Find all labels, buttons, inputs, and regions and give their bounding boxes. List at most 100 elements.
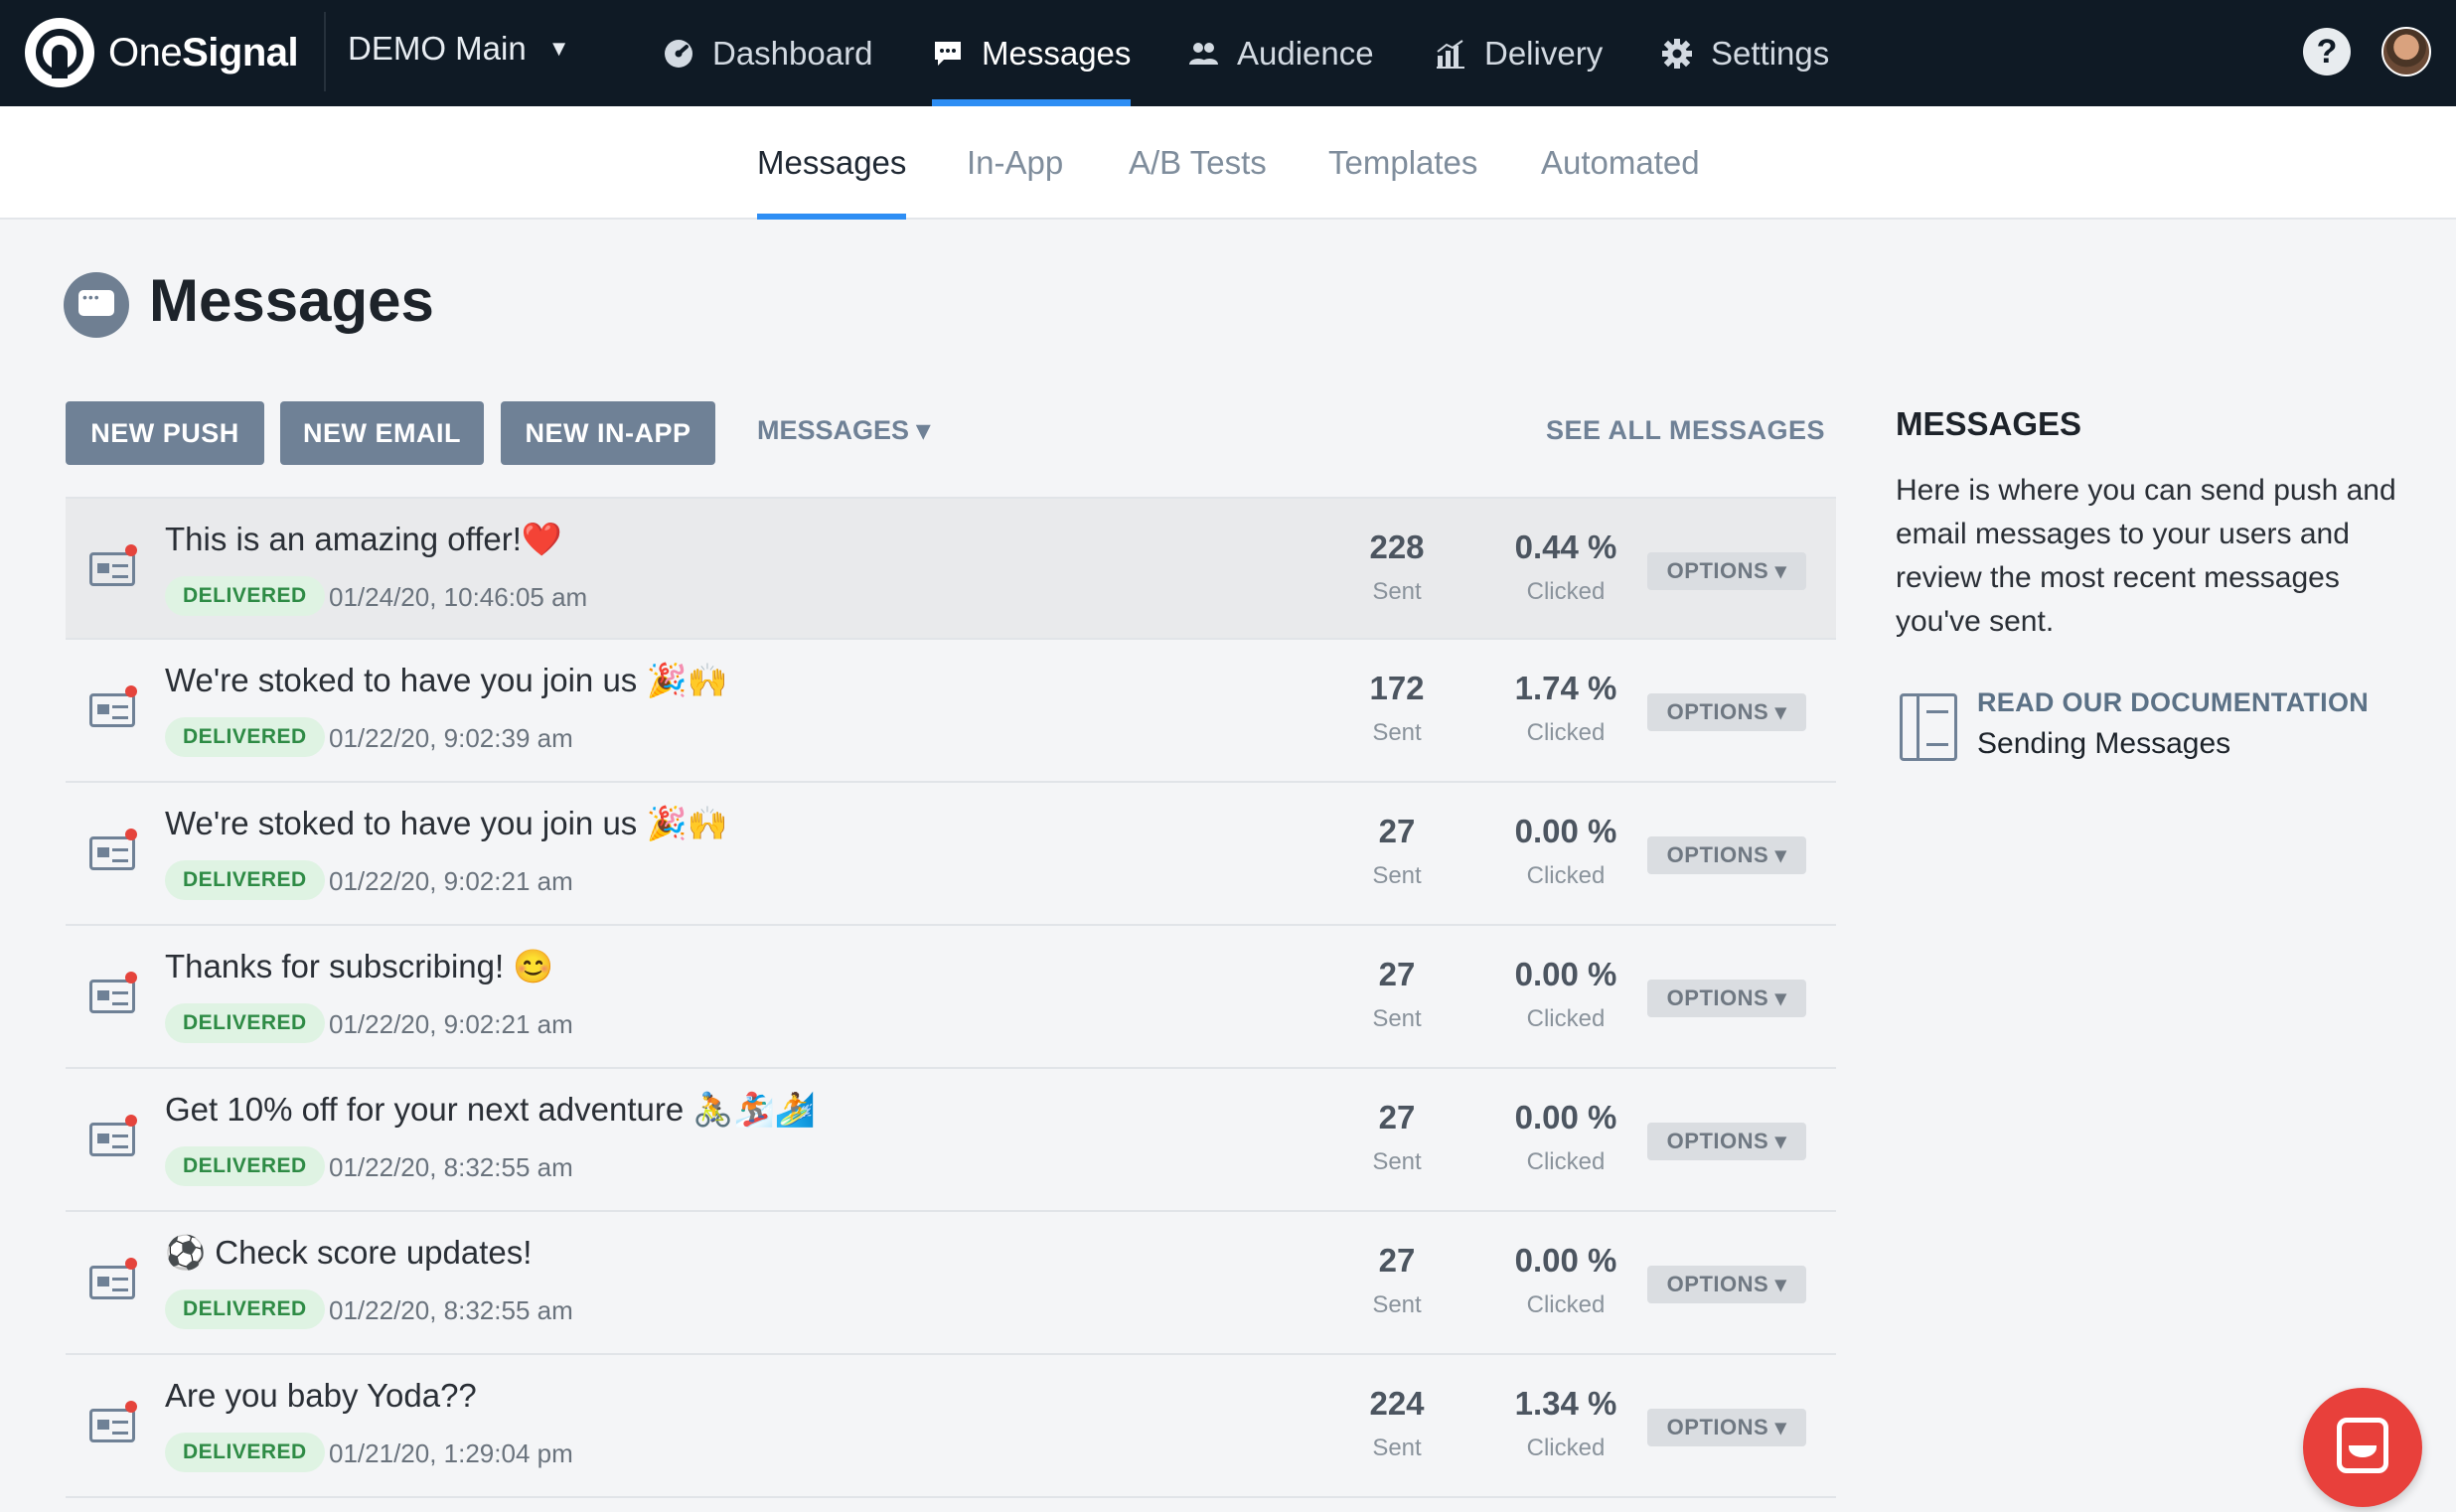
status-badge: DELIVERED: [165, 1289, 325, 1329]
message-title[interactable]: We're stoked to have you join us 🎉🙌: [165, 805, 728, 841]
status-badge: DELIVERED: [165, 1003, 325, 1043]
message-row[interactable]: ⚽ Check score updates! DELIVERED 01/22/2…: [66, 1212, 1836, 1355]
clicked-label: Clicked: [1526, 1291, 1606, 1318]
tab-templates[interactable]: Templates: [1328, 144, 1478, 181]
message-row[interactable]: Thanks for subscribing! 😊 DELIVERED 01/2…: [66, 926, 1836, 1069]
sent-stat: 27 Sent: [1317, 1099, 1476, 1176]
options-button[interactable]: OPTIONS ▾: [1647, 1409, 1806, 1446]
read-documentation-link[interactable]: READ OUR DOCUMENTATION: [1977, 687, 2370, 717]
clicked-label: Clicked: [1526, 578, 1606, 605]
nav-item-label: Delivery: [1484, 34, 1604, 72]
message-title[interactable]: Are you baby Yoda??: [165, 1377, 477, 1414]
brand-name: OneSignal: [108, 30, 299, 76]
nav-item-messages[interactable]: Messages: [932, 0, 1132, 106]
options-button[interactable]: OPTIONS ▾: [1647, 980, 1806, 1017]
people-icon: [1189, 42, 1218, 65]
push-notification-icon: [89, 552, 135, 586]
sent-count: 27: [1378, 813, 1416, 849]
message-title[interactable]: We're stoked to have you join us 🎉🙌: [165, 662, 728, 698]
message-date: 01/22/20, 8:32:55 am: [329, 1152, 573, 1182]
clicked-stat: 1.34 % Clicked: [1486, 1385, 1645, 1462]
bar-chart-icon: [1437, 39, 1464, 69]
notification-dot: [125, 829, 137, 840]
new-in-app-button[interactable]: NEW IN-APP: [501, 401, 715, 465]
message-title[interactable]: Thanks for subscribing! 😊: [165, 948, 554, 984]
status-badge: DELIVERED: [165, 576, 325, 616]
sent-label: Sent: [1372, 1291, 1422, 1318]
sent-count: 27: [1378, 956, 1416, 992]
book-icon: [1900, 693, 1957, 761]
sent-stat: 27 Sent: [1317, 813, 1476, 890]
help-icon[interactable]: ?: [2303, 28, 2351, 76]
message-title[interactable]: ⚽ Check score updates!: [165, 1234, 533, 1271]
sent-stat: 172 Sent: [1317, 670, 1476, 747]
message-row[interactable]: Get 10% off for your next adventure 🚴🏂🏄 …: [66, 1069, 1836, 1212]
options-button[interactable]: OPTIONS ▾: [1647, 552, 1806, 590]
message-row[interactable]: This is an amazing offer!❤️ DELIVERED 01…: [66, 497, 1836, 640]
nav-item-audience[interactable]: Audience: [1187, 0, 1374, 106]
notification-dot: [125, 1401, 137, 1413]
clicked-label: Clicked: [1526, 1148, 1606, 1175]
documentation-subtitle[interactable]: Sending Messages: [1977, 727, 2231, 760]
status-badge: DELIVERED: [165, 717, 325, 757]
clicked-rate: 0.44 %: [1514, 529, 1617, 565]
sent-label: Sent: [1372, 1435, 1422, 1461]
tab-in-app[interactable]: In-App: [967, 144, 1064, 181]
message-row[interactable]: We're stoked to have you join us 🎉🙌 DELI…: [66, 640, 1836, 783]
message-title[interactable]: Get 10% off for your next adventure 🚴🏂🏄: [165, 1091, 816, 1128]
sent-count: 27: [1378, 1242, 1416, 1279]
message-title[interactable]: This is an amazing offer!❤️: [165, 521, 562, 557]
new-push-button[interactable]: NEW PUSH: [66, 401, 264, 465]
onesignal-logo-icon: [25, 18, 94, 87]
tab-ab-tests[interactable]: A/B Tests: [1129, 144, 1267, 181]
nav-item-delivery[interactable]: Delivery: [1435, 0, 1603, 106]
brand-name-bold: Signal: [182, 30, 299, 75]
app-switcher-label: DEMO Main: [348, 30, 527, 67]
clicked-stat: 0.00 % Clicked: [1486, 1099, 1645, 1176]
nav-item-label: Messages: [982, 34, 1132, 72]
nav-item-dashboard[interactable]: Dashboard: [663, 0, 872, 106]
tab-messages[interactable]: Messages: [757, 106, 907, 220]
chat-support-icon[interactable]: [2303, 1388, 2422, 1507]
clicked-rate: 0.00 %: [1514, 1099, 1617, 1135]
avatar[interactable]: [2381, 27, 2431, 76]
new-email-button[interactable]: NEW EMAIL: [280, 401, 484, 465]
clicked-stat: 0.00 % Clicked: [1486, 1242, 1645, 1319]
push-notification-icon: [89, 1266, 135, 1299]
chevron-down-icon: ▼: [547, 36, 570, 61]
clicked-rate: 0.00 %: [1514, 813, 1617, 849]
status-badge: DELIVERED: [165, 1146, 325, 1186]
options-button[interactable]: OPTIONS ▾: [1647, 836, 1806, 874]
sent-label: Sent: [1372, 1148, 1422, 1175]
sent-stat: 27 Sent: [1317, 1242, 1476, 1319]
sent-count: 228: [1369, 529, 1425, 565]
onesignal-logo[interactable]: OneSignal: [25, 18, 299, 87]
sent-label: Sent: [1372, 862, 1422, 889]
options-button[interactable]: OPTIONS ▾: [1647, 1266, 1806, 1303]
gear-icon: [1662, 38, 1692, 69]
sub-nav: Messages In-App A/B Tests Templates Auto…: [0, 106, 2456, 220]
message-row[interactable]: We're stoked to have you join us 🎉🙌 DELI…: [66, 783, 1836, 926]
message-date: 01/22/20, 8:32:55 am: [329, 1295, 573, 1325]
nav-item-settings[interactable]: Settings: [1661, 0, 1829, 106]
clicked-label: Clicked: [1526, 1005, 1606, 1032]
dashboard-icon: [665, 39, 692, 68]
push-notification-icon: [89, 836, 135, 870]
messages-filter-dropdown[interactable]: MESSAGES ▾: [757, 415, 931, 445]
status-badge: DELIVERED: [165, 860, 325, 900]
top-nav: OneSignal DEMO Main ▼ Dashboard Messages…: [0, 0, 2456, 106]
push-notification-icon: [89, 980, 135, 1013]
clicked-label: Clicked: [1526, 1435, 1606, 1461]
options-button[interactable]: OPTIONS ▾: [1647, 1123, 1806, 1160]
options-button[interactable]: OPTIONS ▾: [1647, 693, 1806, 731]
push-notification-icon: [89, 1409, 135, 1442]
app-switcher[interactable]: DEMO Main ▼: [348, 30, 569, 68]
tab-automated[interactable]: Automated: [1541, 144, 1700, 181]
message-row[interactable]: Are you baby Yoda?? DELIVERED 01/21/20, …: [66, 1355, 1836, 1498]
message-date: 01/22/20, 9:02:21 am: [329, 866, 573, 896]
sent-stat: 27 Sent: [1317, 956, 1476, 1033]
notification-dot: [125, 544, 137, 556]
nav-item-label: Audience: [1237, 34, 1374, 72]
clicked-rate: 1.34 %: [1514, 1385, 1617, 1422]
see-all-messages-link[interactable]: SEE ALL MESSAGES: [1546, 415, 1826, 445]
